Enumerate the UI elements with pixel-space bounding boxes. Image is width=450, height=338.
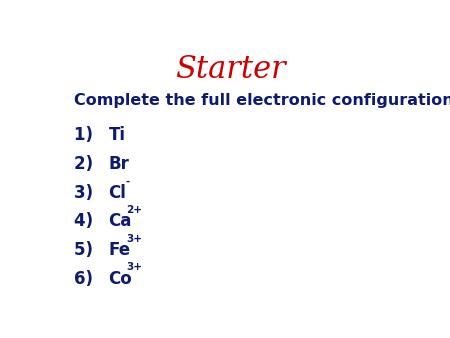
Text: Br: Br bbox=[108, 155, 130, 173]
Text: 3+: 3+ bbox=[126, 262, 142, 272]
Text: Fe: Fe bbox=[108, 241, 130, 259]
Text: Cl: Cl bbox=[108, 184, 126, 202]
Text: Ti: Ti bbox=[108, 126, 126, 144]
Text: 4): 4) bbox=[74, 212, 104, 230]
Text: 6): 6) bbox=[74, 270, 104, 288]
Text: Complete the full electronic configuration of:: Complete the full electronic configurati… bbox=[74, 93, 450, 107]
Text: 2+: 2+ bbox=[126, 205, 142, 215]
Text: Starter: Starter bbox=[175, 54, 286, 84]
Text: 3): 3) bbox=[74, 184, 104, 202]
Text: -: - bbox=[126, 176, 130, 187]
Text: Co: Co bbox=[108, 270, 132, 288]
Text: 2): 2) bbox=[74, 155, 104, 173]
Text: 3+: 3+ bbox=[126, 234, 142, 244]
Text: Ca: Ca bbox=[108, 212, 132, 230]
Text: 5): 5) bbox=[74, 241, 104, 259]
Text: 1): 1) bbox=[74, 126, 104, 144]
